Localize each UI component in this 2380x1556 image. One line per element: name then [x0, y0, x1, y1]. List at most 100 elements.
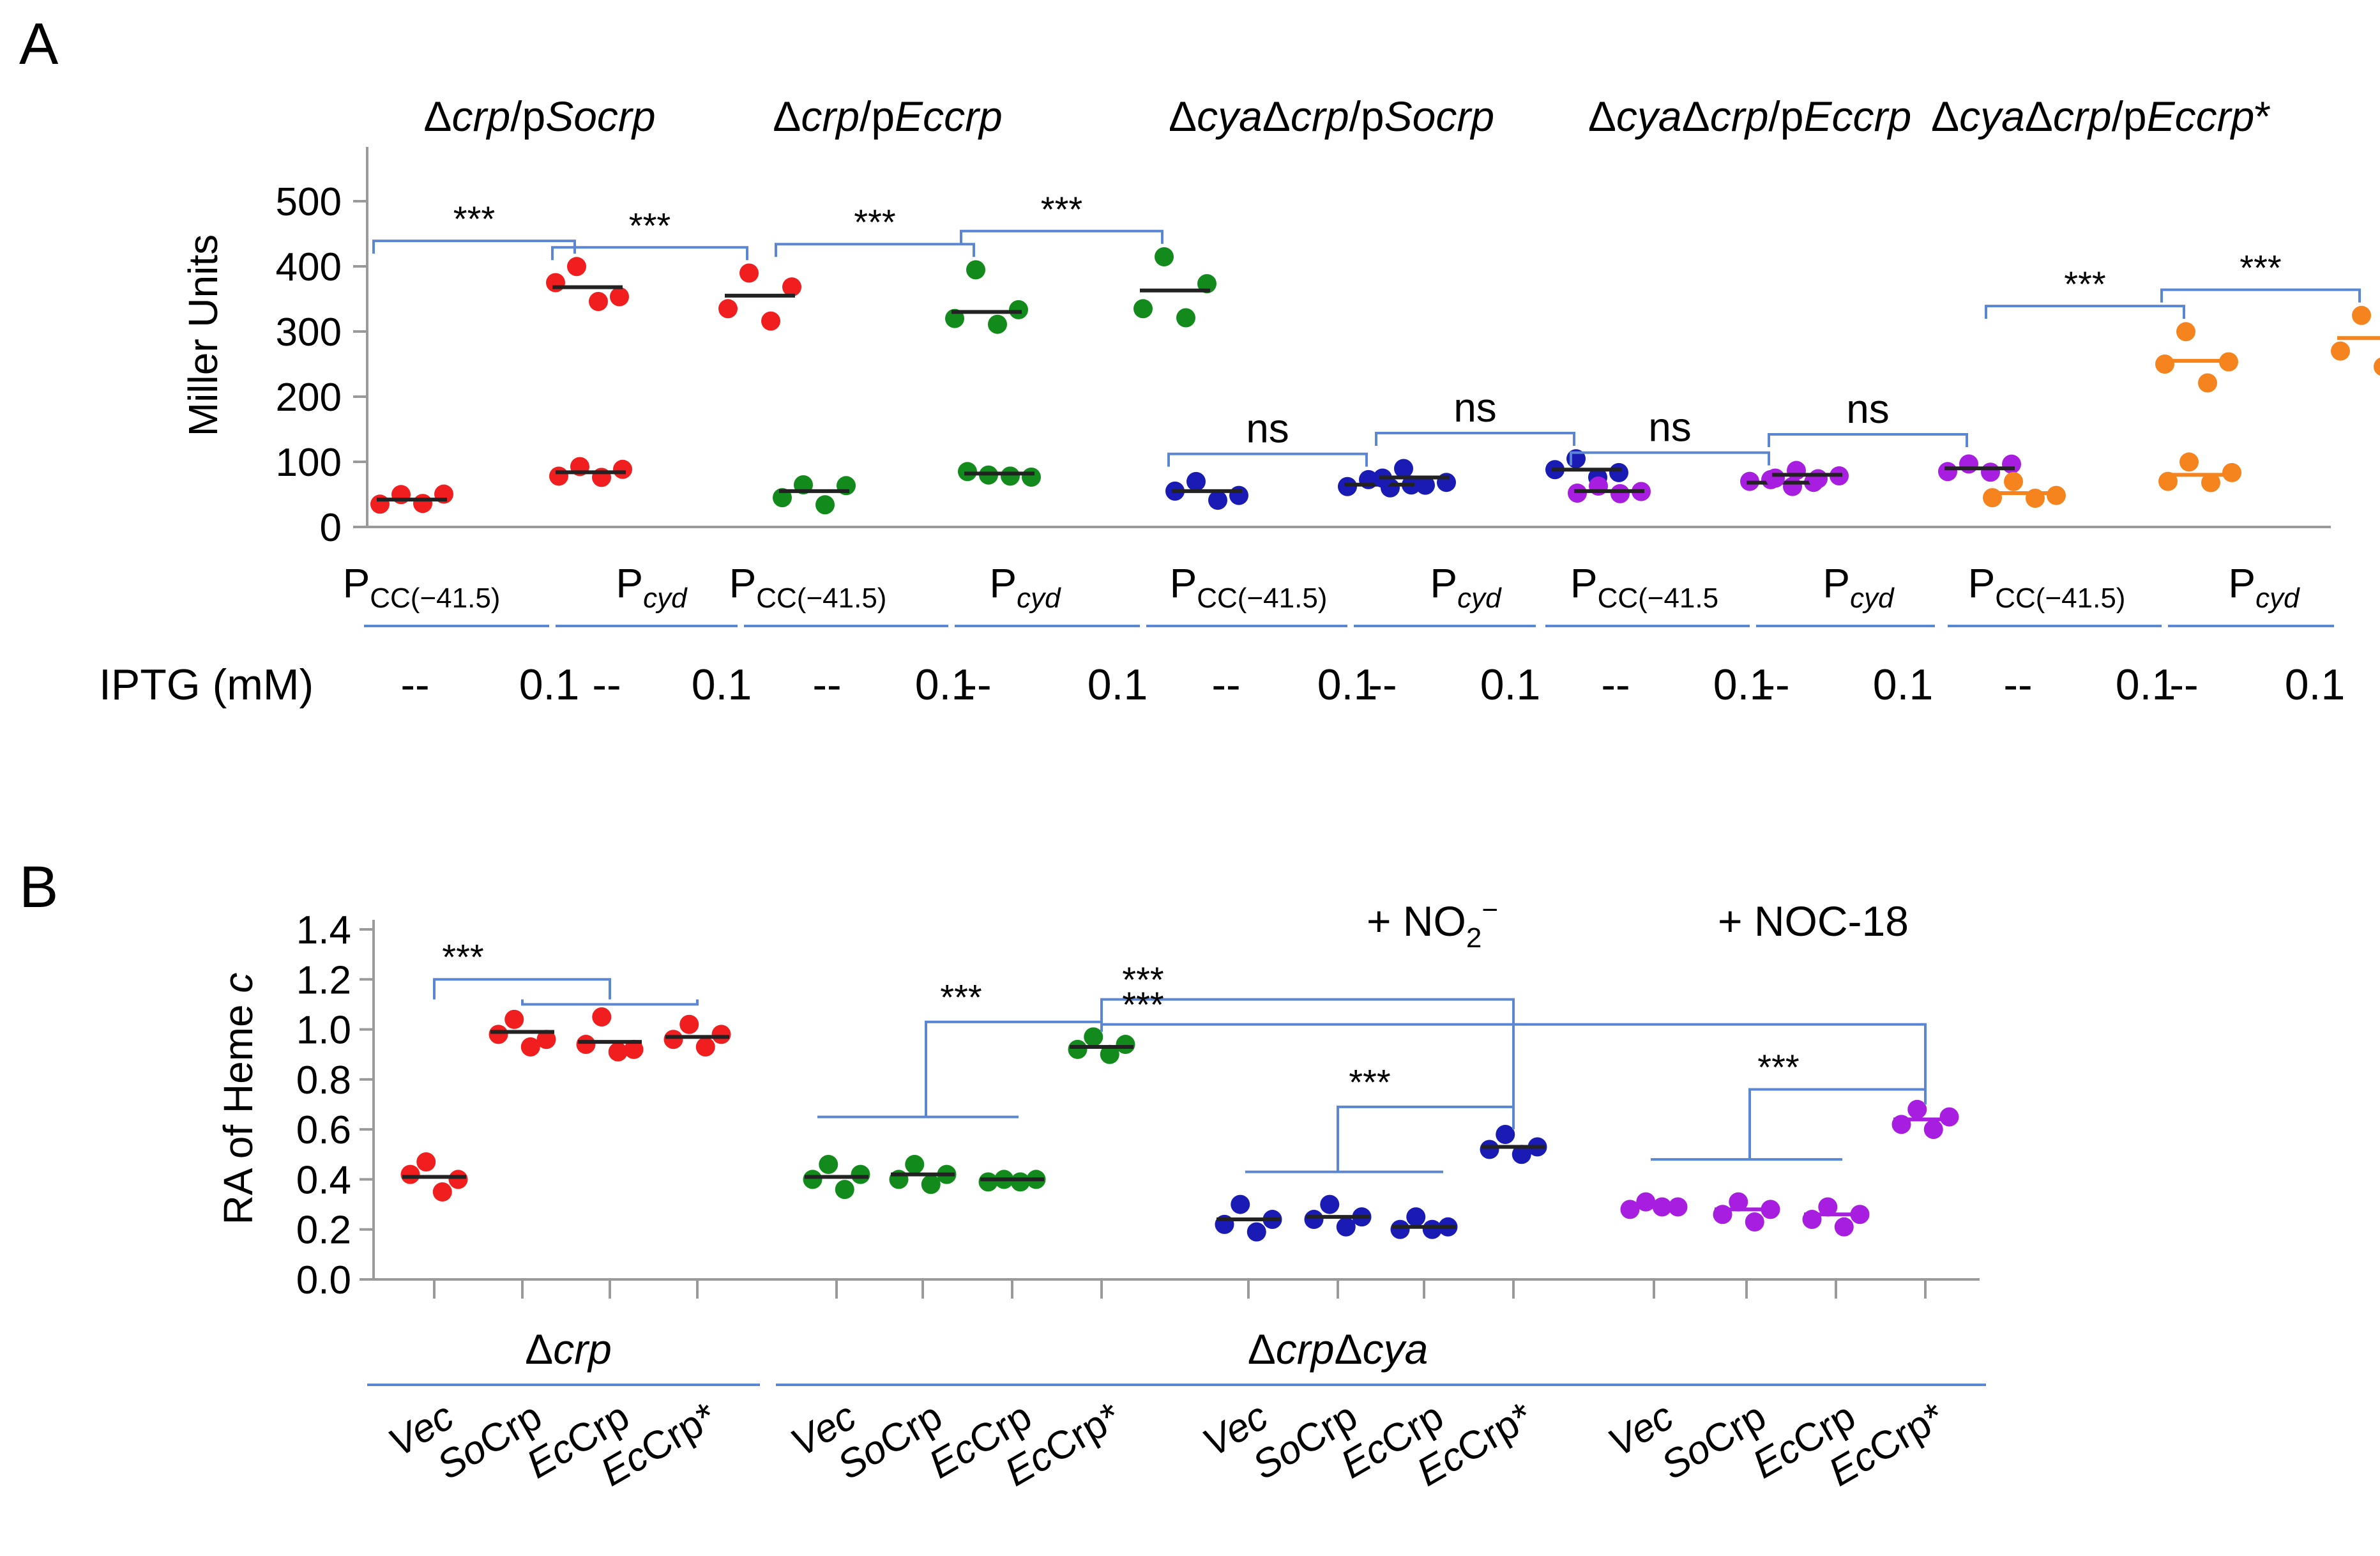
b-data-point: [576, 1035, 596, 1055]
a-data-point: [2004, 471, 2023, 491]
b-data-point: [400, 1164, 420, 1184]
a-data-point: [2222, 462, 2241, 482]
a-promoter-label: PCC(−41.5): [1968, 560, 2126, 614]
a-promoter-label: Pcyd: [2228, 560, 2300, 614]
b-bracket: [925, 1020, 1103, 1117]
a-data-point: [988, 314, 1007, 334]
b-treatment-noc: + NOC-18: [1718, 897, 1909, 945]
a-sig-label: ***: [453, 199, 495, 239]
panel-a-chart: 0 100 200 300 400 500 Miller Units Δcrp/pSocrp *…: [99, 93, 2380, 709]
b-sig-label: ***: [1349, 1062, 1390, 1102]
b-data-point: [921, 1175, 941, 1194]
a-data-point: [1338, 477, 1357, 496]
a-iptg-dose: 0.1: [2116, 660, 2176, 709]
b-data-point: [624, 1039, 644, 1059]
a-data-point: [1959, 454, 1978, 474]
a-sig-bracket: [2160, 288, 2361, 303]
b-sig-label: ***: [1122, 959, 1163, 1000]
b-bracket: [433, 978, 611, 1000]
a-sig-bracket: [775, 243, 975, 257]
a-iptg-none: --: [2169, 660, 2198, 709]
a-data-point: [739, 263, 759, 283]
b-data-point: [1231, 1194, 1250, 1214]
a-group-title: Δcrp/pSocrp: [423, 93, 655, 140]
b-data-point: [432, 1182, 452, 1201]
b-data-point: [1068, 1039, 1088, 1059]
b-data-point: [489, 1025, 508, 1044]
a-sig-bracket: [1985, 305, 2185, 319]
a-data-point: [1229, 485, 1248, 505]
b-data-point: [520, 1037, 540, 1056]
panel-b-chart: 0.00.20.40.60.81.01.21.4RA of Heme cVecS…: [215, 894, 1986, 1495]
a-data-point: [1186, 471, 1206, 491]
b-y-tick-label: 0.6: [296, 1108, 351, 1152]
a-iptg-none: --: [1761, 660, 1789, 709]
b-data-point: [504, 1009, 524, 1029]
a-sig-bracket: [1167, 452, 1368, 467]
b-data-point: [803, 1170, 822, 1189]
b-y-tick-label: 1.4: [296, 908, 351, 952]
b-data-point: [819, 1154, 838, 1174]
a-iptg-none: --: [962, 660, 991, 709]
a-y-tick-label: 100: [276, 441, 342, 485]
b-data-point: [536, 1030, 556, 1049]
b-data-point: [695, 1037, 715, 1056]
a-promoter-label: Pcyd: [616, 560, 688, 614]
a-group-title: ΔcyaΔcrp/pEccrp*: [1931, 93, 2271, 140]
a-data-point: [549, 466, 568, 486]
b-sig-label: ***: [1122, 984, 1163, 1025]
b-y-tick-label: 0.0: [296, 1258, 351, 1302]
b-category-label: SoCrp: [1654, 1394, 1773, 1488]
b-data-point: [1496, 1124, 1515, 1144]
b-bracket: [1100, 998, 1515, 1130]
b-bracket: [1100, 1023, 1927, 1104]
a-iptg-dose: 0.1: [692, 660, 752, 709]
b-data-point: [1834, 1217, 1854, 1237]
a-data-point: [1208, 491, 1227, 510]
a-data-point: [2352, 305, 2371, 325]
a-data-point: [718, 299, 738, 319]
a-sig-bracket: [1375, 432, 1575, 446]
a-iptg-dose: 0.1: [2285, 660, 2346, 709]
a-data-point: [2374, 357, 2380, 376]
a-data-point: [610, 287, 629, 307]
a-group-title: ΔcyaΔcrp/pEccrp: [1588, 93, 1911, 140]
a-data-point: [1133, 299, 1153, 319]
b-data-point: [663, 1030, 683, 1049]
a-sig-bracket: [1570, 451, 1770, 466]
a-data-point: [567, 257, 586, 277]
b-data-point: [1818, 1197, 1838, 1217]
a-data-point: [1155, 247, 1174, 266]
a-data-point: [958, 462, 977, 482]
a-data-point: [1197, 274, 1217, 294]
a-sig-label: ns: [1846, 386, 1890, 432]
a-data-point: [1983, 488, 2002, 508]
a-data-point: [2198, 373, 2217, 393]
a-sig-label: ***: [2064, 264, 2105, 304]
b-data-point: [905, 1154, 925, 1174]
a-sig-label: ***: [1041, 189, 1082, 229]
a-data-point: [2176, 322, 2195, 342]
b-y-tick-label: 0.8: [296, 1058, 351, 1102]
a-data-point: [2002, 454, 2021, 474]
a-data-point: [1609, 462, 1628, 482]
b-data-point: [1907, 1099, 1927, 1119]
a-sig-bracket: [551, 246, 748, 261]
b-data-point: [1010, 1172, 1030, 1192]
b-data-point: [1729, 1192, 1748, 1212]
a-sig-label: ***: [629, 205, 671, 245]
b-y-tick-label: 0.2: [296, 1209, 351, 1253]
a-data-point: [1808, 469, 1828, 489]
a-iptg-none: --: [1601, 660, 1630, 709]
panel-b-label: B: [19, 855, 58, 920]
a-sig-label: ***: [854, 202, 895, 242]
b-category-label: SoCrp: [430, 1394, 549, 1488]
b-treatment-nitrite: + NO2−: [1367, 894, 1498, 954]
a-iptg-dose: 0.1: [1873, 660, 1934, 709]
panel-a-label: A: [19, 11, 59, 77]
a-data-point: [613, 459, 632, 479]
b-data-point: [1923, 1120, 1943, 1140]
b-data-point: [1084, 1027, 1103, 1047]
b-data-point: [1745, 1212, 1764, 1232]
